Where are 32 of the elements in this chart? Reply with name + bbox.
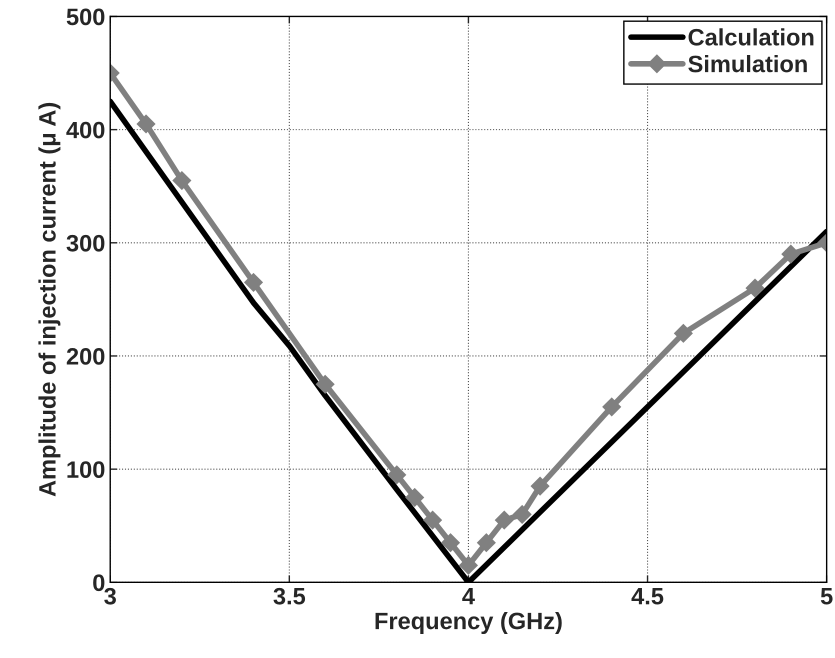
point [136, 114, 156, 134]
x-axis-title: Frequency (GHz) [376, 612, 562, 634]
point [512, 505, 532, 524]
y-axis-title: Amplitude of injection current (μ A) [38, 102, 60, 496]
point [674, 324, 693, 343]
y-tick-label: 200 [66, 348, 104, 365]
y-tick-label: 100 [67, 461, 104, 478]
point [530, 476, 550, 496]
point [602, 398, 622, 416]
point [387, 465, 406, 484]
point [781, 244, 800, 264]
legend-label: Simulation [688, 54, 807, 72]
y-tick-label: 500 [66, 8, 104, 26]
point [746, 278, 764, 298]
legend-label: Calculation [688, 28, 814, 46]
point [172, 171, 192, 190]
point [459, 556, 478, 575]
x-tick-label: 3.5 [273, 588, 306, 605]
y-tick-label: 400 [66, 122, 104, 138]
x-tick-label: 3 [104, 588, 116, 605]
point [494, 510, 514, 530]
y-tick-label: 0 [93, 574, 104, 592]
point [244, 273, 263, 292]
x-tick-label: 4 [462, 588, 475, 604]
x-tick-label: 4.5 [631, 588, 664, 605]
point [476, 533, 496, 552]
point [405, 488, 424, 507]
x-tick-label: 5 [820, 588, 833, 605]
y-tick-label: 300 [66, 234, 104, 252]
point [316, 374, 335, 394]
point [441, 533, 460, 552]
point [423, 510, 442, 530]
